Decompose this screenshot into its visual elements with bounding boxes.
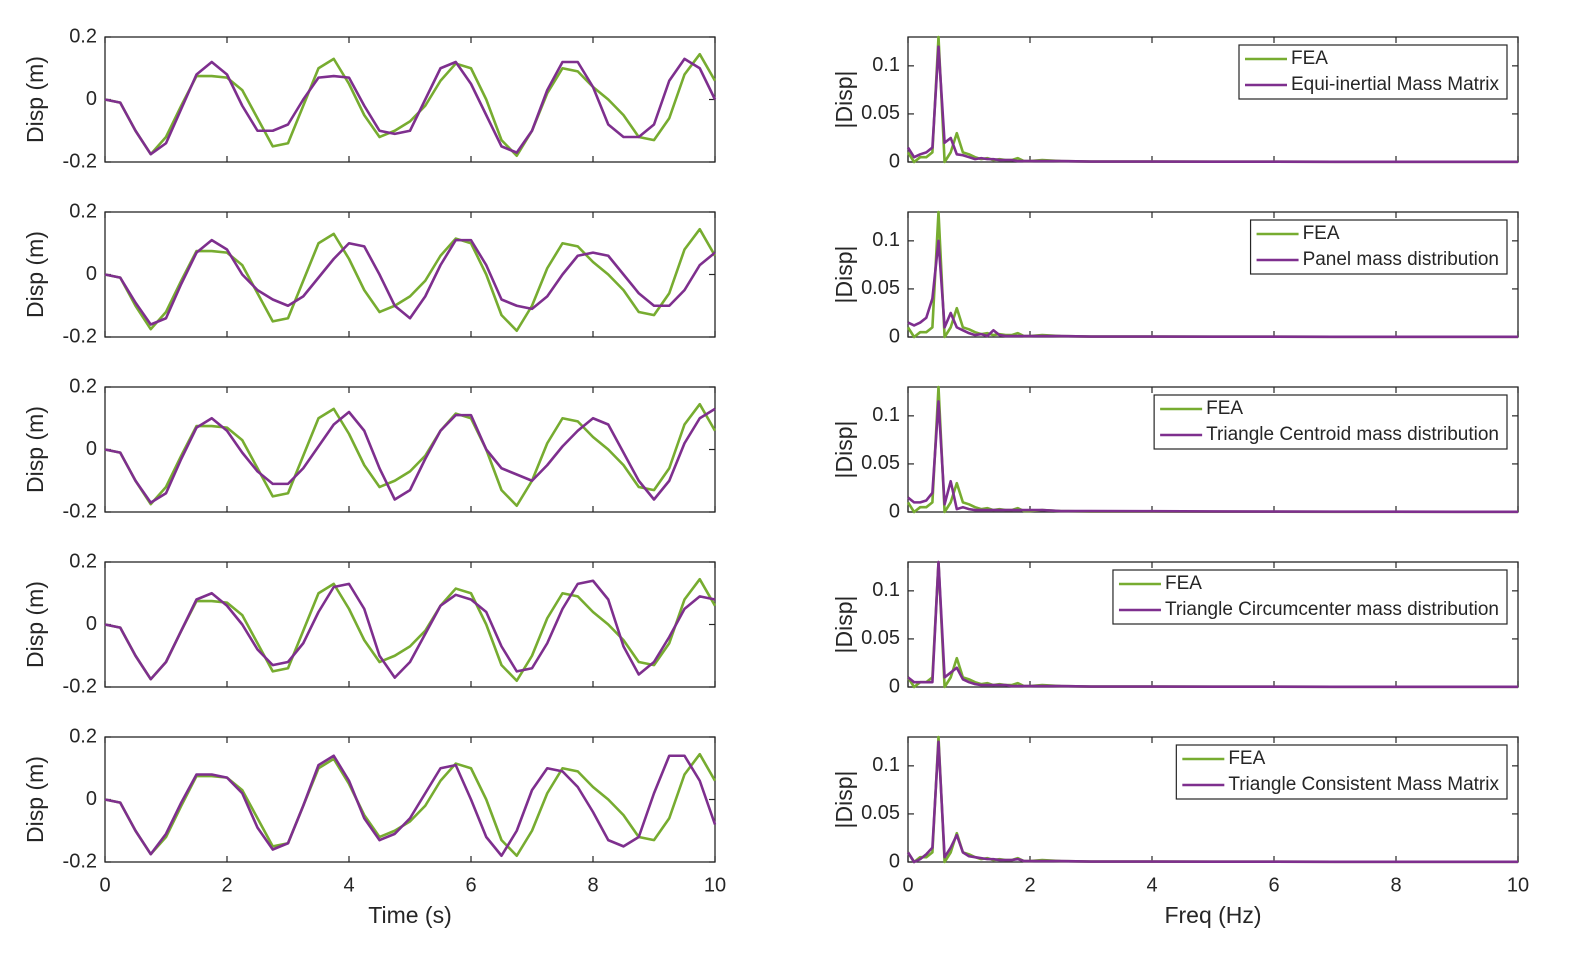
- x-tick-label: 8: [1390, 874, 1401, 896]
- legend: FEA Triangle Consistent Mass Matrix: [1175, 744, 1508, 800]
- data-line: [104, 52, 717, 158]
- y-tick-label: 0.1: [872, 404, 900, 426]
- y-tick-label: 0: [86, 788, 97, 810]
- y-tick-label: 0: [889, 675, 900, 697]
- legend-label: FEA: [1291, 48, 1328, 69]
- y-axis-label: |Disp|: [831, 421, 857, 479]
- y-tick-label: 0: [889, 150, 900, 172]
- x-tick-label: 10: [1507, 874, 1529, 896]
- x-tick-label: 8: [587, 874, 598, 896]
- y-tick-label: 0.1: [872, 579, 900, 601]
- axes-box: [104, 736, 716, 863]
- y-tick-label: 0.2: [69, 375, 97, 397]
- y-axis-label: |Disp|: [831, 596, 857, 654]
- data-line: [104, 754, 717, 858]
- y-tick-label: 0.2: [69, 25, 97, 47]
- data-line: [104, 57, 717, 156]
- data-line: [907, 560, 1518, 689]
- x-tick-label: 4: [343, 874, 354, 896]
- y-axis-label: |Disp|: [831, 71, 857, 129]
- y-tick-label: 0.1: [872, 754, 900, 776]
- x-axis-label: Freq (Hz): [1164, 902, 1261, 928]
- x-axis-label: Time (s): [368, 902, 451, 928]
- y-tick-label: 0: [86, 613, 97, 635]
- legend-box: [1153, 394, 1508, 450]
- legend-label: FEA: [1303, 223, 1340, 244]
- y-axis-label: |Disp|: [831, 771, 857, 829]
- legend-label: Triangle Centroid mass distribution: [1206, 424, 1499, 445]
- legend-label: Triangle Consistent Mass Matrix: [1228, 774, 1499, 795]
- y-tick-label: 0: [86, 263, 97, 285]
- x-tick-label: 6: [1268, 874, 1279, 896]
- legend-label: Panel mass distribution: [1303, 249, 1499, 270]
- legend: FEA Triangle Centroid mass distribution: [1153, 394, 1508, 450]
- y-tick-label: 0.2: [69, 550, 97, 572]
- y-tick-label: 0: [889, 325, 900, 347]
- y-tick-label: 0.1: [872, 229, 900, 251]
- y-axis-label: Disp (m): [22, 231, 48, 318]
- y-tick-label: 0.05: [861, 452, 900, 474]
- y-tick-label: 0: [889, 500, 900, 522]
- legend-label: FEA: [1228, 748, 1265, 769]
- x-tick-label: 4: [1146, 874, 1157, 896]
- y-tick-label: 0: [889, 850, 900, 872]
- legend-label: Equi-inertial Mass Matrix: [1291, 74, 1499, 95]
- y-tick-label: 0: [86, 438, 97, 460]
- legend-box: [1238, 44, 1508, 100]
- y-tick-label: -0.2: [63, 500, 97, 522]
- data-line: [104, 577, 717, 683]
- y-tick-label: -0.2: [63, 675, 97, 697]
- x-tick-label: 2: [221, 874, 232, 896]
- y-tick-label: 0.05: [861, 102, 900, 124]
- legend-box: [1249, 219, 1508, 275]
- x-tick-label: 0: [99, 874, 110, 896]
- y-tick-label: 0.05: [861, 802, 900, 824]
- legend: FEA Panel mass distribution: [1249, 219, 1508, 275]
- y-tick-label: 0.1: [872, 54, 900, 76]
- data-line: [104, 238, 716, 326]
- y-tick-label: -0.2: [63, 150, 97, 172]
- data-line: [907, 239, 1518, 339]
- data-line: [906, 740, 1518, 864]
- axes-box: [104, 386, 716, 513]
- legend-box: [1175, 744, 1508, 800]
- data-line: [104, 579, 716, 681]
- y-tick-label: 0: [86, 88, 97, 110]
- y-axis-label: |Disp|: [831, 246, 857, 304]
- x-tick-label: 10: [704, 874, 726, 896]
- x-tick-label: 0: [902, 874, 913, 896]
- data-line: [104, 752, 717, 858]
- y-tick-label: 0.05: [861, 627, 900, 649]
- legend: FEA Triangle Circumcenter mass distributi…: [1112, 569, 1508, 625]
- y-tick-label: 0.05: [861, 277, 900, 299]
- data-line: [104, 402, 717, 508]
- x-tick-label: 6: [465, 874, 476, 896]
- y-tick-label: -0.2: [63, 325, 97, 347]
- legend-label: FEA: [1206, 398, 1243, 419]
- data-line: [104, 407, 716, 504]
- y-axis-label: Disp (m): [22, 56, 48, 143]
- legend: FEA Equi-inertial Mass Matrix: [1238, 44, 1508, 100]
- x-tick-label: 2: [1024, 874, 1035, 896]
- y-tick-label: 0.2: [69, 200, 97, 222]
- data-line: [907, 400, 1518, 514]
- legend-label: FEA: [1165, 573, 1202, 594]
- axes-box: [104, 36, 716, 163]
- data-line: [104, 227, 717, 333]
- axes-box: [104, 561, 716, 688]
- y-axis-label: Disp (m): [22, 581, 48, 668]
- y-axis-label: Disp (m): [22, 756, 48, 843]
- y-tick-label: 0.2: [69, 725, 97, 747]
- y-axis-label: Disp (m): [22, 406, 48, 493]
- legend-label: Triangle Circumcenter mass distribution: [1165, 599, 1499, 620]
- legend-box: [1112, 569, 1508, 625]
- data-line: [906, 45, 1518, 164]
- y-tick-label: -0.2: [63, 850, 97, 872]
